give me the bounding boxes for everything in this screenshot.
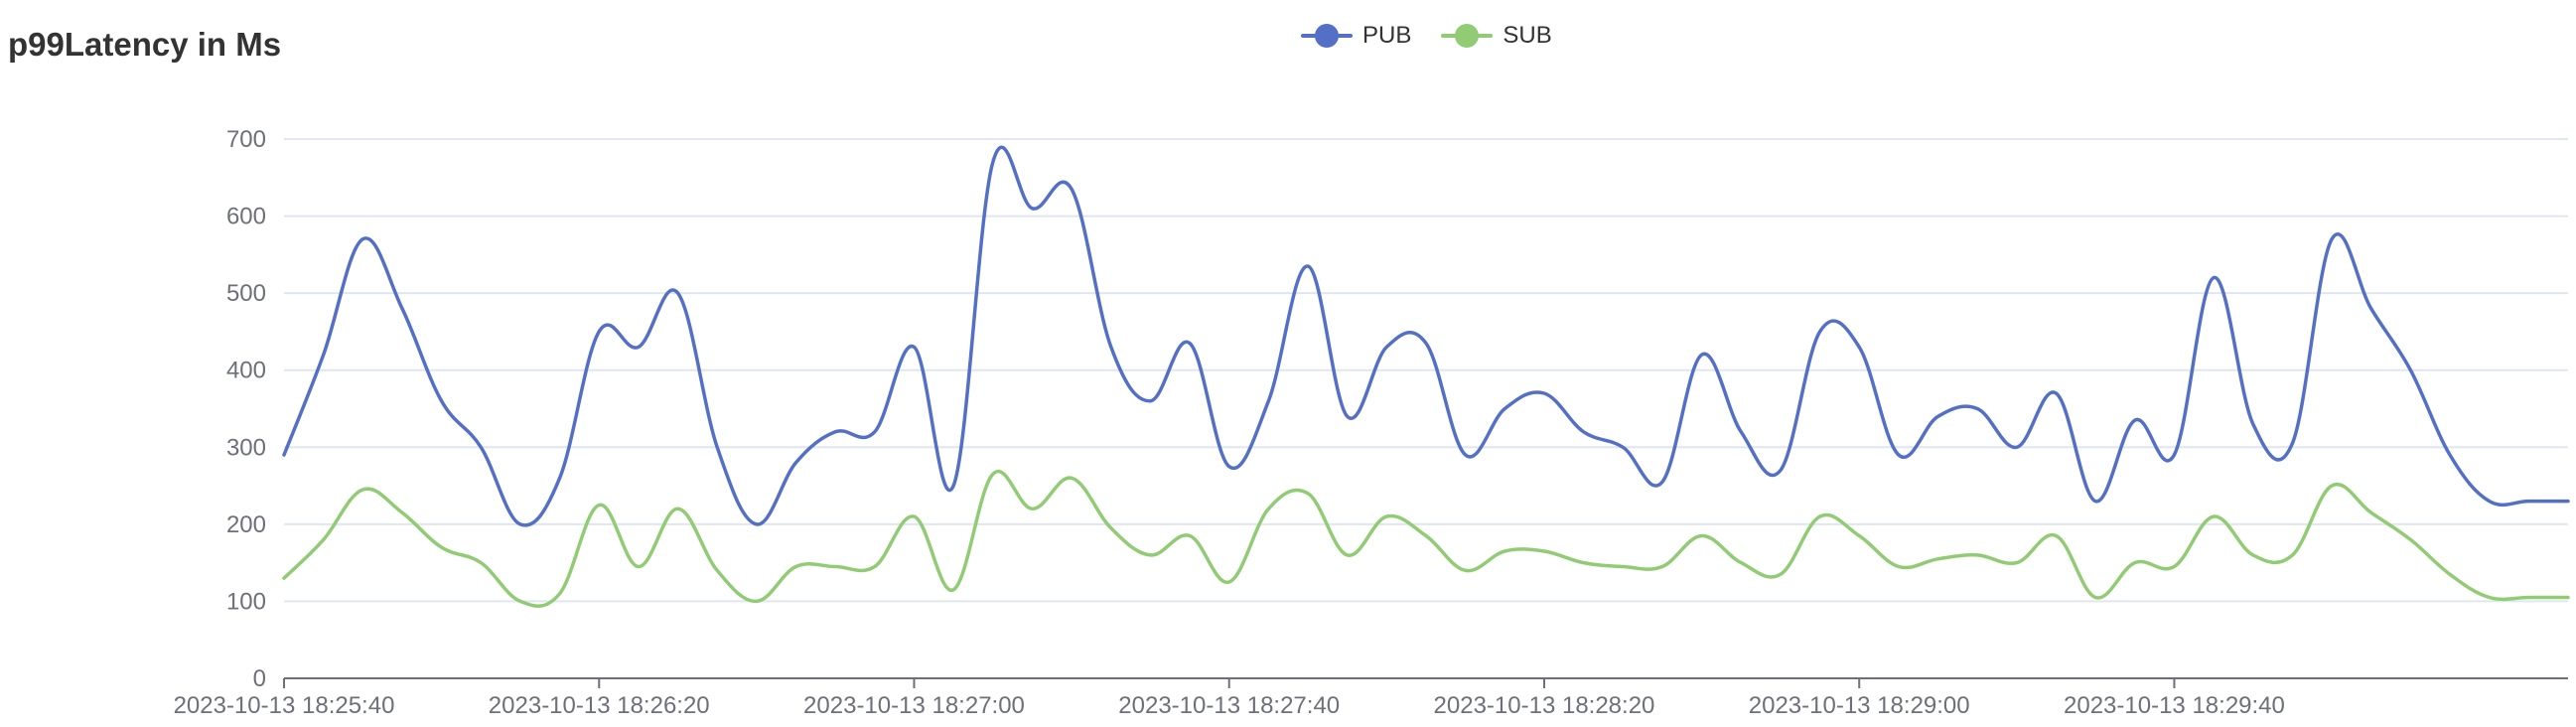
legend-pub-label: PUB bbox=[1362, 22, 1412, 49]
x-tick-label: 2023-10-13 18:28:20 bbox=[1434, 692, 1655, 719]
legend-item-pub[interactable]: PUB bbox=[1301, 22, 1411, 50]
x-tick-label: 2023-10-13 18:29:00 bbox=[1749, 692, 1970, 719]
legend-sub-swatch-icon bbox=[1441, 24, 1494, 48]
y-tick-label: 0 bbox=[253, 665, 266, 692]
y-tick-label: 300 bbox=[226, 434, 266, 461]
legend: PUB SUB bbox=[1301, 22, 1552, 50]
series-line-sub bbox=[282, 470, 2570, 608]
x-tick-label: 2023-10-13 18:25:40 bbox=[174, 692, 395, 719]
series-line-pub bbox=[282, 145, 2570, 527]
y-tick-label: 200 bbox=[226, 511, 266, 538]
y-tick-label: 500 bbox=[226, 280, 266, 307]
x-tick-label: 2023-10-13 18:26:20 bbox=[489, 692, 710, 719]
y-tick-label: 700 bbox=[226, 126, 266, 153]
y-tick-label: 600 bbox=[226, 204, 266, 230]
legend-pub-swatch-icon bbox=[1301, 24, 1353, 48]
y-tick-label: 100 bbox=[226, 588, 266, 615]
legend-sub-label: SUB bbox=[1503, 22, 1552, 49]
x-tick-label: 2023-10-13 18:27:40 bbox=[1118, 692, 1340, 719]
x-tick-label: 2023-10-13 18:27:00 bbox=[803, 692, 1025, 719]
legend-item-sub[interactable]: SUB bbox=[1441, 22, 1552, 50]
y-tick-label: 400 bbox=[226, 358, 266, 384]
x-tick-label: 2023-10-13 18:29:40 bbox=[2064, 692, 2285, 719]
chart-title: p99Latency in Ms bbox=[8, 26, 282, 63]
